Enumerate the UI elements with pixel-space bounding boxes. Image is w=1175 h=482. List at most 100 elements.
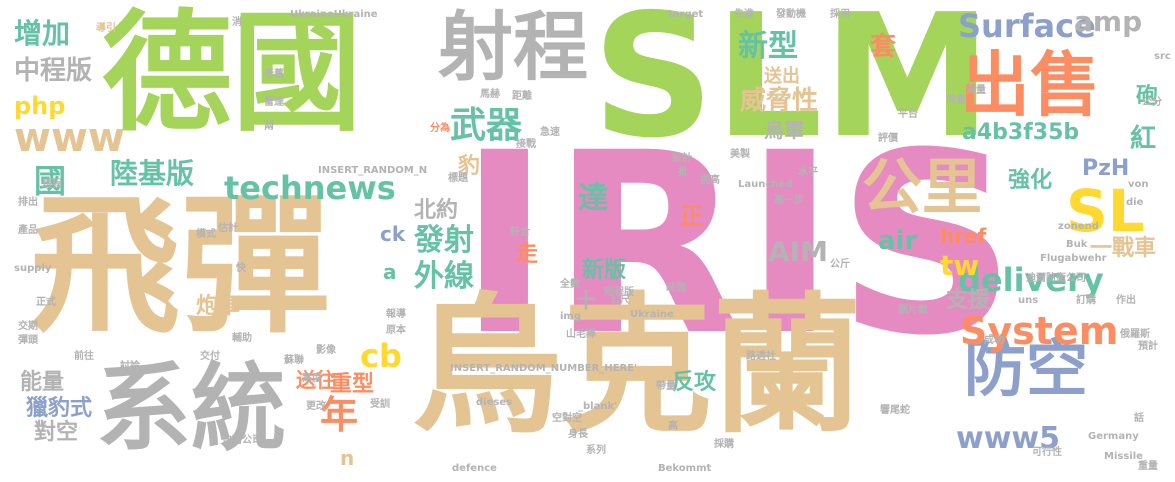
word-juli: 距離 — [512, 91, 532, 102]
word-jiechu: 接戰 — [516, 139, 536, 150]
word-www5: www5 — [956, 421, 1061, 456]
word-slm: SLM — [592, 0, 992, 176]
word-target: target — [668, 9, 704, 20]
word-kexingxing: 可行性 — [1032, 447, 1062, 458]
word-beiyue: 北約 — [414, 198, 459, 223]
word-zheng: 正 — [680, 202, 704, 230]
word-fuzhu: 輔助 — [232, 333, 252, 344]
word-nian: 年 — [320, 393, 359, 437]
word-iris: IRIS — [458, 99, 1017, 390]
word-flugabwehr: Flugabwehr — [1040, 253, 1107, 264]
word-guo: 國 — [34, 162, 67, 200]
word-blank: _blank' — [578, 401, 618, 412]
word-weiwei: 響尾蛇 — [880, 405, 910, 416]
word-chanpin: 產品 — [18, 225, 38, 236]
word-daoyin: 導引 — [96, 23, 116, 34]
word-lulu: 路透社 — [746, 351, 776, 362]
word-zhiyuan: 支援 — [946, 288, 991, 313]
word-system: System — [960, 309, 1119, 353]
word-hong: 紅 — [1130, 124, 1157, 154]
word-img: img — [560, 311, 582, 322]
word-kongduikong: 空對空 — [552, 413, 582, 424]
word-buk: Buk — [1066, 239, 1088, 250]
word-xianjin: 先進 — [734, 9, 754, 20]
word-da: 達 — [578, 181, 608, 216]
word-gongfen: 公分 — [1142, 97, 1162, 108]
word-shuiping: 水平 — [798, 167, 818, 178]
word-die: die — [1126, 197, 1144, 208]
word-jinyibu: 進一步 — [774, 195, 804, 206]
word-pingjia: 評價 — [878, 133, 898, 144]
word-n: n — [340, 446, 355, 470]
word-sl: SL — [1066, 177, 1145, 245]
word-xilie: 系列 — [586, 445, 606, 456]
word-jiaoqi: 交期 — [18, 321, 38, 332]
word-jisu: 急速 — [540, 127, 560, 138]
word-aim: AIM — [768, 235, 828, 268]
word-songwang: 送往 — [296, 368, 336, 392]
word-zengjia: 增加 — [14, 17, 71, 50]
word-uns: uns — [1018, 295, 1039, 306]
word-meizhi: 美製 — [730, 149, 750, 160]
word-ukraine-ukraine: UkraineUkraine — [290, 9, 378, 20]
word-shijian: 時間 — [666, 283, 686, 294]
word-href: href — [940, 224, 987, 248]
word-qianwang: 前往 — [74, 351, 94, 362]
word-tigao: 提高 — [700, 175, 720, 186]
word-pingtai: 平台 — [898, 109, 918, 120]
word-yuanben: 原本 — [386, 325, 406, 336]
word-a: a — [383, 260, 397, 284]
word-hua: 話 — [1134, 413, 1144, 424]
word-duikong: 對空 — [34, 420, 79, 445]
word-caiyong: 採用 — [830, 9, 850, 20]
word-cb: cb — [360, 337, 402, 375]
word-a4b3f35b: a4b3f35b — [962, 120, 1080, 145]
word-deguo: 德國 — [102, 0, 363, 149]
word-feidan: 飛彈 — [30, 180, 331, 354]
word-defence: defence — [452, 463, 497, 474]
word-duanchengban: 短程版 — [604, 287, 634, 298]
word-missile: Missile — [1104, 451, 1143, 462]
word-baodao: 報導 — [386, 309, 406, 320]
word-qianghua: 強化 — [1008, 168, 1053, 193]
word-dingdan: 訂購 — [1076, 295, 1096, 306]
word-fadongji: 發動機 — [776, 9, 806, 20]
word-tw: tw — [940, 249, 980, 282]
word-liang: 兩 — [264, 121, 274, 132]
word-paichu: 排出 — [18, 197, 38, 208]
word-fuhe: 符合 — [510, 227, 530, 238]
word-shecheng: 射程 — [438, 3, 589, 91]
word-gongchi: 公尺 — [610, 295, 630, 306]
word-fenwei: 分為 — [430, 123, 450, 134]
word-sheji: 設計 — [672, 153, 692, 164]
word-yingxiang: 影像 — [316, 345, 336, 356]
word-wukelan: 烏克蘭 — [412, 280, 863, 454]
word-paoche: 炮車 — [196, 294, 241, 319]
word-jiaofu: 交付 — [200, 351, 220, 362]
word-www: www — [14, 115, 125, 161]
word-fashe: 發射 — [414, 223, 474, 258]
word-wujun: 烏軍 — [764, 118, 804, 142]
word-shang: 消 — [232, 17, 242, 28]
word-fangong: 反攻 — [672, 370, 717, 395]
word-surface: Surface — [958, 7, 1096, 45]
word-delivery: delivery — [958, 261, 1104, 299]
word-leida: 雷達 — [264, 97, 284, 108]
word-caigou: 採購 — [714, 439, 734, 450]
word-dailiang: 帶量 — [656, 381, 676, 392]
word-laojiu: 老舊 — [264, 69, 284, 80]
word-von: von — [1128, 179, 1149, 190]
word-fangkong: 防空 — [964, 332, 1089, 405]
word-duanchu: 短程 — [42, 179, 62, 190]
word-tongyi: 同意 — [946, 95, 966, 106]
word-yuji: 預計 — [1138, 341, 1158, 352]
word-zonend: zonend — [1058, 221, 1099, 232]
word-zhengshi: 正式 — [36, 297, 56, 308]
word-zhongliang: 重量 — [1138, 461, 1158, 472]
word-gongsi: 公斤 — [830, 259, 850, 270]
word-zhongxing: 重型 — [330, 372, 375, 397]
word-yizhanche: 一戰車 — [1090, 236, 1157, 261]
word-guji: 估計 — [218, 223, 238, 234]
word-pi: 批 — [678, 167, 688, 178]
